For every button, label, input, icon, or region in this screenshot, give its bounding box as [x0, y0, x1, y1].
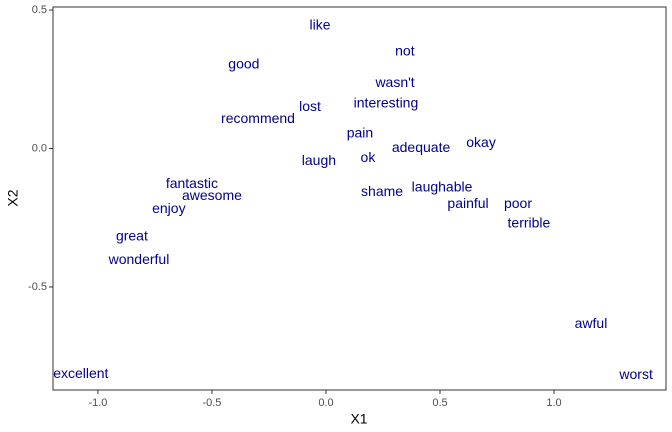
point-label: good	[228, 55, 259, 71]
point-label: awesome	[182, 187, 242, 203]
point-label: pain	[347, 124, 373, 140]
x-tick-label: 1.0	[546, 397, 561, 409]
x-tick-label: -0.5	[202, 397, 221, 409]
point-label: poor	[504, 195, 532, 211]
point-label: shame	[361, 183, 403, 199]
point-label: enjoy	[152, 200, 185, 216]
point-label: interesting	[354, 94, 419, 110]
point-label: lost	[299, 98, 321, 114]
x-axis-title: X1	[350, 411, 367, 427]
point-label: not	[395, 42, 415, 58]
point-label: okay	[466, 134, 496, 150]
point-label: ok	[361, 149, 377, 165]
point-label: like	[310, 16, 331, 32]
point-label: painful	[447, 195, 488, 211]
point-label: adequate	[392, 139, 451, 155]
point-label: fantastic	[166, 175, 218, 191]
panel-border	[52, 6, 667, 391]
point-label: laugh	[302, 152, 336, 168]
point-label: terrible	[508, 214, 551, 230]
x-tick-label: 0.0	[318, 397, 333, 409]
x-tick-label: -1.0	[88, 397, 107, 409]
point-label: worst	[618, 366, 653, 382]
y-tick-label: -0.5	[28, 281, 47, 293]
point-label: laughable	[412, 178, 473, 194]
point-label: recommend	[221, 110, 295, 126]
y-tick-label: 0.0	[32, 142, 47, 154]
y-tick-label: 0.5	[32, 4, 47, 16]
y-axis-title: X2	[5, 189, 21, 206]
point-label: wonderful	[108, 251, 170, 267]
point-label: awful	[575, 315, 608, 331]
point-label: wasn't	[374, 74, 414, 90]
point-label: great	[116, 227, 148, 243]
x-tick-label: 0.5	[432, 397, 447, 409]
point-label: excellent	[53, 365, 108, 381]
